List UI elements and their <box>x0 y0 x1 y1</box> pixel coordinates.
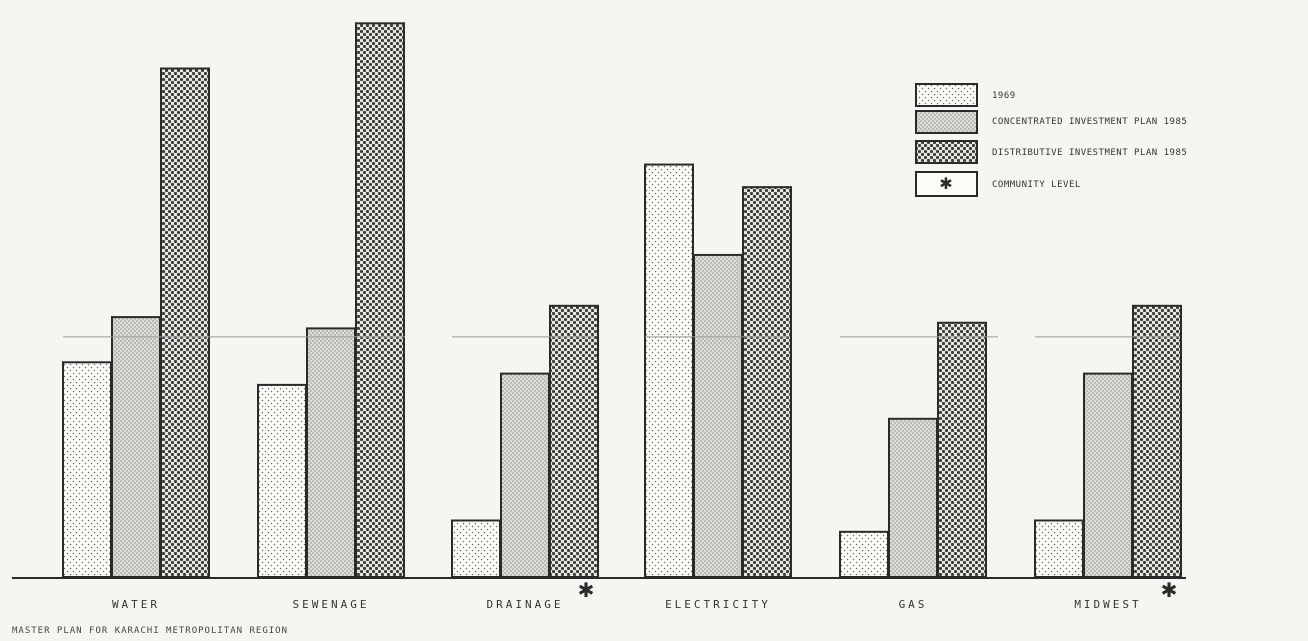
legend-item-distributive: DISTRIBUTIVE INVESTMENT PLAN 1985 <box>915 140 1187 164</box>
bar-gas-dense <box>937 321 987 578</box>
bars-layer <box>62 22 1182 579</box>
bar-electricity-light <box>644 163 694 579</box>
bar-water-dense <box>160 67 210 578</box>
bar-drainage-dense <box>549 304 599 578</box>
bar-sewenage-medium <box>306 327 356 578</box>
bar-drainage-light <box>451 519 501 578</box>
bar-sewenage-dense <box>355 22 405 579</box>
bar-midwest-dense <box>1132 304 1182 578</box>
figure-caption: MASTER PLAN FOR KARACHI METROPOLITAN REG… <box>12 626 288 636</box>
bar-water-light <box>62 361 112 578</box>
legend-label-community-level: COMMUNITY LEVEL <box>992 180 1081 190</box>
legend-swatch-medium <box>915 110 978 134</box>
category-labels: WATER SEWENAGE DRAINAGE ELECTRICITY GAS MIDWE… <box>112 598 1141 611</box>
legend-item-community-level: ✱ COMMUNITY LEVEL <box>915 171 1081 197</box>
legend-label-concentrated: CONCENTRATED INVESTMENT PLAN 1985 <box>992 117 1187 127</box>
legend-swatch-light <box>915 83 978 107</box>
category-label-midwest: MIDWEST <box>1074 598 1141 611</box>
community-level-marker-drainage: ✱ <box>578 578 595 602</box>
category-label-drainage: DRAINAGE <box>487 598 564 611</box>
bar-midwest-light <box>1034 519 1084 578</box>
bar-gas-medium <box>888 417 938 578</box>
legend-item-concentrated: CONCENTRATED INVESTMENT PLAN 1985 <box>915 110 1187 134</box>
bar-gas-light <box>839 530 889 578</box>
star-asterisk-icon: ✱ <box>939 174 952 193</box>
bar-drainage-medium <box>500 372 550 578</box>
legend: 1969 CONCENTRATED INVESTMENT PLAN 1985 D… <box>915 83 1187 197</box>
legend-label-distributive: DISTRIBUTIVE INVESTMENT PLAN 1985 <box>992 148 1187 158</box>
legend-item-1969: 1969 <box>915 83 1016 107</box>
category-label-sewenage: SEWENAGE <box>293 598 370 611</box>
legend-swatch-dense <box>915 140 978 164</box>
legend-swatch-community <box>915 171 978 197</box>
bar-electricity-medium <box>693 253 743 578</box>
category-label-water: WATER <box>112 598 160 611</box>
bar-electricity-dense <box>742 186 792 578</box>
bar-sewenage-light <box>257 383 307 578</box>
category-label-electricity: ELECTRICITY <box>665 598 771 611</box>
legend-label-1969: 1969 <box>992 91 1016 101</box>
community-markers: ✱ ✱ <box>578 578 1178 602</box>
community-level-marker-midwest: ✱ <box>1161 578 1178 602</box>
bar-midwest-medium <box>1083 372 1133 578</box>
category-label-gas: GAS <box>899 598 928 611</box>
bar-water-medium <box>111 316 161 578</box>
